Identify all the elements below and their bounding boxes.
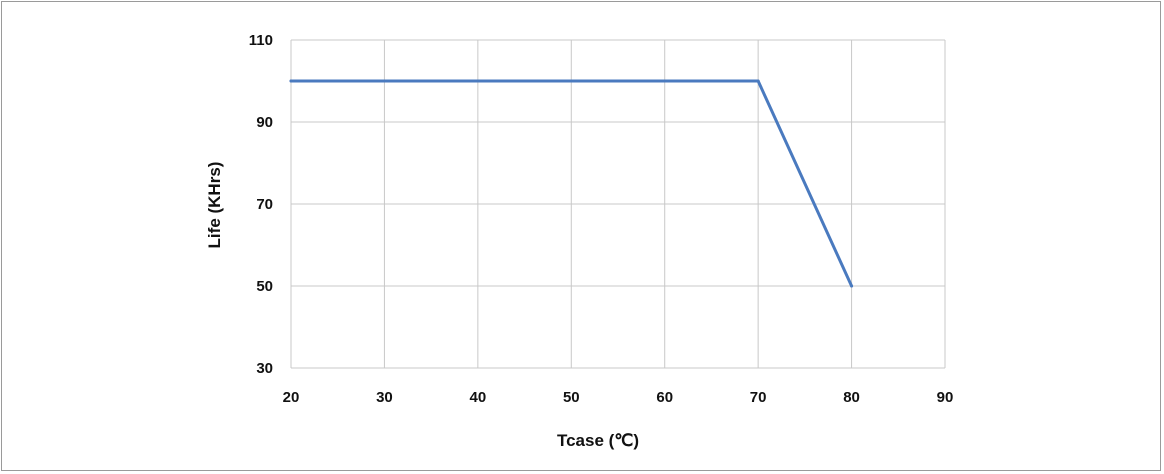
x-tick-label: 30 <box>376 389 393 406</box>
y-tick-label: 110 <box>249 32 273 49</box>
x-tick-label: 80 <box>843 389 860 406</box>
series-layer <box>289 79 854 288</box>
y-tick-label: 30 <box>256 360 273 377</box>
data-point <box>756 79 760 83</box>
tick-labels: 20 30 40 50 60 70 80 90 30 50 70 90 110 <box>249 32 954 406</box>
x-tick-label: 20 <box>283 389 300 406</box>
x-tick-label: 70 <box>750 389 767 406</box>
data-point <box>850 284 854 288</box>
x-tick-label: 60 <box>656 389 673 406</box>
y-tick-label: 90 <box>256 114 273 131</box>
y-tick-label: 50 <box>256 278 273 295</box>
x-tick-label: 40 <box>470 389 487 406</box>
data-point <box>289 79 293 83</box>
x-tick-label: 90 <box>937 389 954 406</box>
grid <box>290 39 946 369</box>
x-tick-label: 50 <box>563 389 580 406</box>
y-axis-label: Life (KHrs) <box>205 162 224 249</box>
y-tick-label: 70 <box>256 196 273 213</box>
x-axis-label: Tcase (℃) <box>557 431 639 450</box>
